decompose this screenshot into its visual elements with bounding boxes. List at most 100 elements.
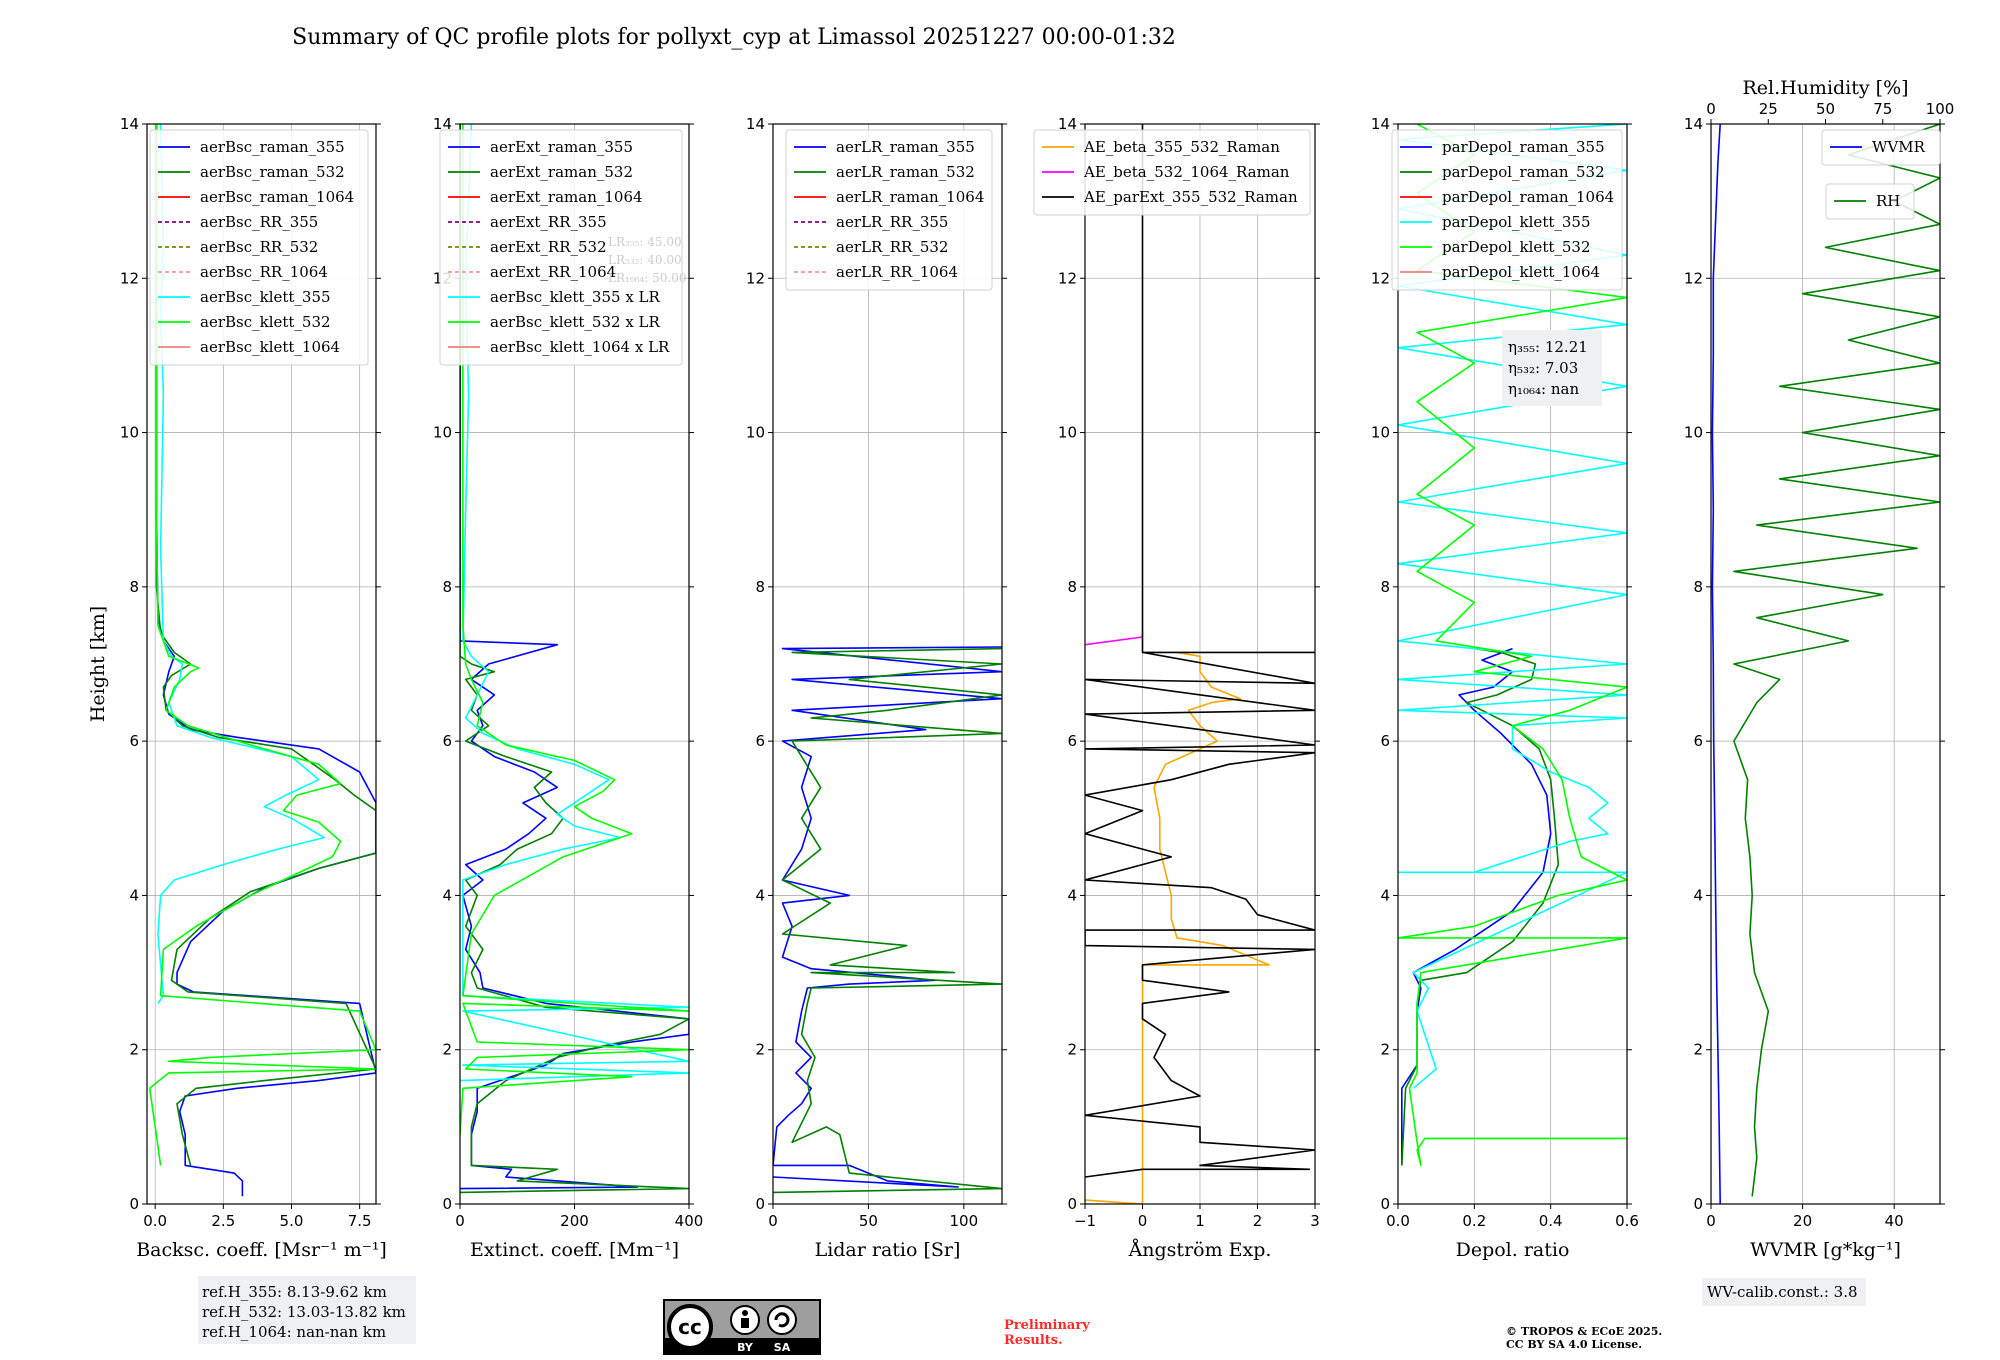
legend: AE_beta_355_532_Raman AE_beta_532_1064_Ra… (1033, 129, 1311, 216)
ref-height-1064: ref.H_1064: nan-nan km (202, 1323, 386, 1341)
legend-label: aerBsc_klett_355 x LR (490, 288, 661, 306)
legend-label: parDepol_klett_1064 (1442, 263, 1600, 281)
y-tick-label: 2 (129, 1041, 139, 1059)
y-tick-label: 4 (442, 886, 452, 904)
series-line-aerBsc_klett_532 (148, 124, 376, 1166)
reference-height-box: ref.H_355: 8.13-9.62 km ref.H_532: 13.03… (198, 1276, 416, 1344)
y-tick-label: 10 (1371, 424, 1390, 442)
legend-label: aerBsc_klett_355 (200, 288, 331, 306)
legend-label: aerLR_RR_532 (836, 238, 948, 256)
legend-label: aerExt_raman_355 (490, 138, 633, 156)
legend: parDepol_raman_355 parDepol_raman_532 parD… (1391, 129, 1623, 291)
y-tick-label: 0 (755, 1195, 765, 1213)
preliminary-line-1: Preliminary (1004, 1318, 1090, 1333)
y-tick-label: 14 (1058, 115, 1077, 133)
y-tick-label: 6 (755, 732, 765, 750)
legend-label: aerExt_raman_1064 (490, 188, 643, 206)
y-tick-label: 14 (746, 115, 765, 133)
x-tick-label: 100 (950, 1212, 979, 1230)
legend-label: AE_parExt_355_532_Raman (1083, 188, 1298, 206)
y-tick-label: 6 (1380, 732, 1390, 750)
panel-extinction: 020040002468101214Extinct. coeff. [Mm⁻¹]… (433, 115, 703, 1261)
legend-box (1821, 129, 1941, 166)
legend-label: aerExt_raman_532 (490, 163, 633, 181)
series-group (1085, 124, 1315, 1204)
legend-label: WVMR (1872, 138, 1926, 156)
y-tick-label: 2 (442, 1041, 452, 1059)
legend-label: aerBsc_klett_1064 (200, 338, 340, 356)
wv-calibration-box: WV-calib.const.: 3.8 (1702, 1278, 1866, 1306)
legend-label: aerExt_RR_1064 (490, 263, 616, 281)
x-tick-label: 5.0 (280, 1212, 304, 1230)
legend-label: aerLR_raman_532 (836, 163, 975, 181)
series-line-aerLR_raman_532 (773, 647, 1002, 1194)
by-attribution-body (741, 1318, 749, 1328)
series-line-AE_parExt_355_532_Raman (1085, 124, 1315, 1178)
y-tick-label: 8 (442, 578, 452, 596)
series-group (148, 124, 376, 1197)
legend-box (149, 129, 369, 366)
legend-label: parDepol_raman_532 (1442, 163, 1605, 181)
x-axis-label: Backsc. coeff. [Msr⁻¹ m⁻¹] (136, 1239, 387, 1261)
x-axis-label: Depol. ratio (1456, 1239, 1570, 1261)
series-line-parDepol_klett_532 (1398, 124, 1627, 1167)
x-tick-label: 0.0 (1386, 1212, 1410, 1230)
series-line-aerLR_raman_355 (773, 646, 1002, 1188)
legend-label: aerLR_raman_355 (836, 138, 975, 156)
eta-value: η₅₃₂: 7.03 (1508, 359, 1578, 377)
legend-label: parDepol_klett_532 (1442, 238, 1591, 256)
top-x-tick-label: 50 (1816, 100, 1835, 118)
figure-title: Summary of QC profile plots for pollyxt_… (292, 25, 1176, 50)
y-tick-label: 2 (755, 1041, 765, 1059)
panel-depolarization: 0.0 0.2 0.4 0.6 0 2 4 6 8 10 12 14 Depol. ratio parDe… (1371, 115, 1639, 1261)
series-line-AE_beta_532_1064_Raman (1085, 633, 1144, 646)
legend: WVMR (1821, 129, 1941, 166)
series-line-aerBsc_klett_532 x LR (460, 124, 689, 1135)
y-tick-label: 12 (1684, 269, 1703, 287)
legend-label: aerBsc_klett_532 (200, 313, 331, 331)
legend-label: aerLR_RR_1064 (836, 263, 958, 281)
legend-label: aerBsc_RR_355 (200, 213, 318, 231)
top-x-tick-label: 100 (1926, 100, 1955, 118)
y-tick-label: 6 (129, 732, 139, 750)
legend: aerExt_raman_355 aerExt_raman_532 aerExt_r… (439, 129, 683, 366)
legend-label: aerBsc_klett_1064 x LR (490, 338, 670, 356)
ref-height-355: ref.H_355: 8.13-9.62 km (202, 1283, 387, 1301)
panel-lidar_ratio: 0 50 100 0 2 4 6 8 10 12 14 Lidar ratio [Sr] aerLR_r… (746, 115, 1007, 1261)
lidar-ratio-note: LR₃₅₅: 45.00 (608, 235, 682, 249)
y-tick-label: 10 (746, 424, 765, 442)
x-tick-label: 0 (1706, 1212, 1716, 1230)
y-tick-label: 12 (1058, 269, 1077, 287)
axes-frame (772, 123, 1003, 1205)
y-tick-label: 4 (1067, 886, 1077, 904)
y-tick-label: 2 (1067, 1041, 1077, 1059)
x-tick-label: 0 (768, 1212, 778, 1230)
share-alike-arrow (774, 1312, 790, 1328)
y-tick-label: 0 (1693, 1195, 1703, 1213)
top-x-axis-label: Rel.Humidity [%] (1742, 77, 1908, 99)
y-tick-label: 10 (1684, 424, 1703, 442)
legend-label: aerLR_RR_355 (836, 213, 948, 231)
legend-label: parDepol_raman_1064 (1442, 188, 1614, 206)
x-tick-label: 0 (455, 1212, 465, 1230)
y-tick-label: 8 (1693, 578, 1703, 596)
x-tick-label: 40 (1885, 1212, 1904, 1230)
legend-label: aerBsc_raman_355 (200, 138, 345, 156)
y-tick-label: 6 (1693, 732, 1703, 750)
panel-backscatter: 0.0 2.5 5.0 7.5 0 2 4 6 8 10 12 14 Backsc. coeff. [M… (87, 115, 387, 1261)
y-tick-label: 4 (1380, 886, 1390, 904)
legend-label: aerExt_RR_532 (490, 238, 607, 256)
y-tick-label: 12 (1371, 269, 1390, 287)
axes-frame (1397, 123, 1628, 1205)
top-x-tick-label: 75 (1873, 100, 1892, 118)
top-x-tick-label: 25 (1759, 100, 1778, 118)
y-tick-label: 10 (120, 424, 139, 442)
series-group (460, 124, 689, 1194)
x-tick-label: 400 (675, 1212, 704, 1230)
y-axis-label: Height [km] (87, 606, 109, 722)
reference-height-background (198, 1276, 416, 1344)
y-tick-label: 4 (755, 886, 765, 904)
legend-box (1391, 129, 1623, 291)
series-group (1711, 124, 1940, 1204)
